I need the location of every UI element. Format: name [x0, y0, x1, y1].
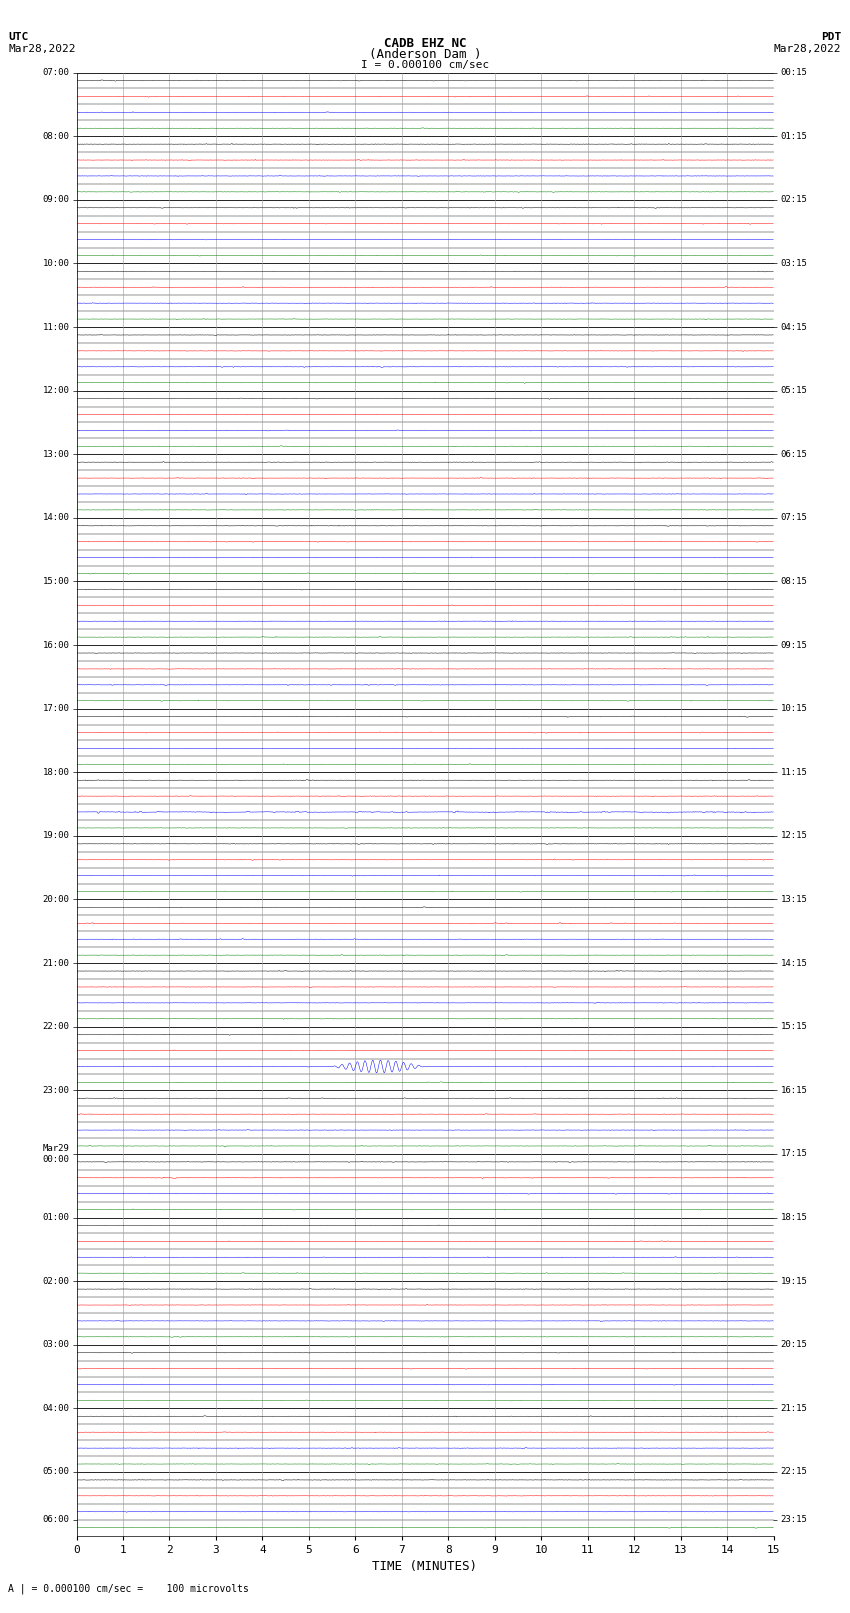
Text: Mar28,2022: Mar28,2022: [774, 44, 842, 53]
Text: I = 0.000100 cm/sec: I = 0.000100 cm/sec: [361, 60, 489, 69]
Text: UTC: UTC: [8, 32, 29, 42]
Text: Mar28,2022: Mar28,2022: [8, 44, 76, 53]
Text: CADB EHZ NC: CADB EHZ NC: [383, 37, 467, 50]
Text: PDT: PDT: [821, 32, 842, 42]
X-axis label: TIME (MINUTES): TIME (MINUTES): [372, 1560, 478, 1573]
Text: (Anderson Dam ): (Anderson Dam ): [369, 48, 481, 61]
Text: A | = 0.000100 cm/sec =    100 microvolts: A | = 0.000100 cm/sec = 100 microvolts: [8, 1582, 249, 1594]
